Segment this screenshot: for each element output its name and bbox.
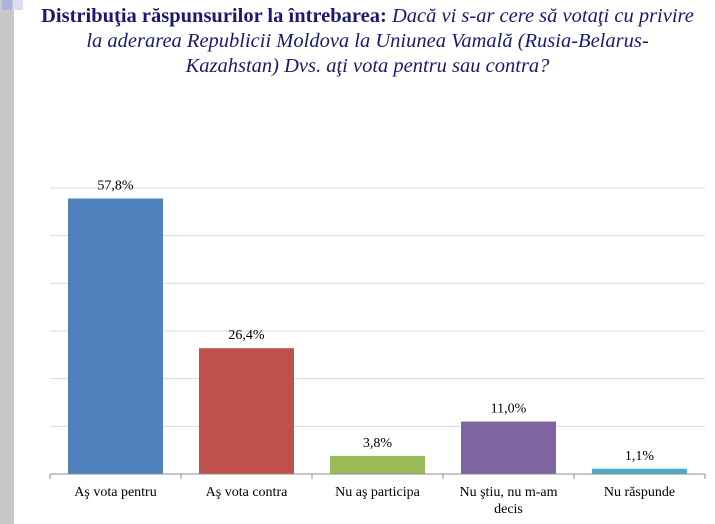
data-label: 1,1% [625,449,655,464]
bar [461,421,556,474]
data-label: 57,8% [97,178,134,193]
data-label: 26,4% [228,328,265,343]
slide-edge-strip [0,0,14,524]
bar [199,348,294,474]
title-question: Dacă vi s-ar cere să votaţi cu privire l… [86,5,694,77]
bar [68,198,163,474]
category-label: Aş vota pentru [74,485,156,500]
category-label: decis [494,502,523,517]
category-label: Aş vota contra [206,485,288,500]
bar [330,455,425,474]
category-label: Nu aş participa [335,485,421,500]
chart-title: Distribuţia răspunsurilor la întrebarea:… [40,4,695,79]
corner-decoration [0,0,26,12]
category-label: Nu ştiu, nu m-am [460,485,558,500]
data-label: 3,8% [363,436,393,451]
category-label: Nu răspunde [604,485,675,500]
title-lead: Distribuţia răspunsurilor la întrebarea: [41,5,387,27]
data-label: 11,0% [491,402,527,417]
bar [592,468,687,474]
